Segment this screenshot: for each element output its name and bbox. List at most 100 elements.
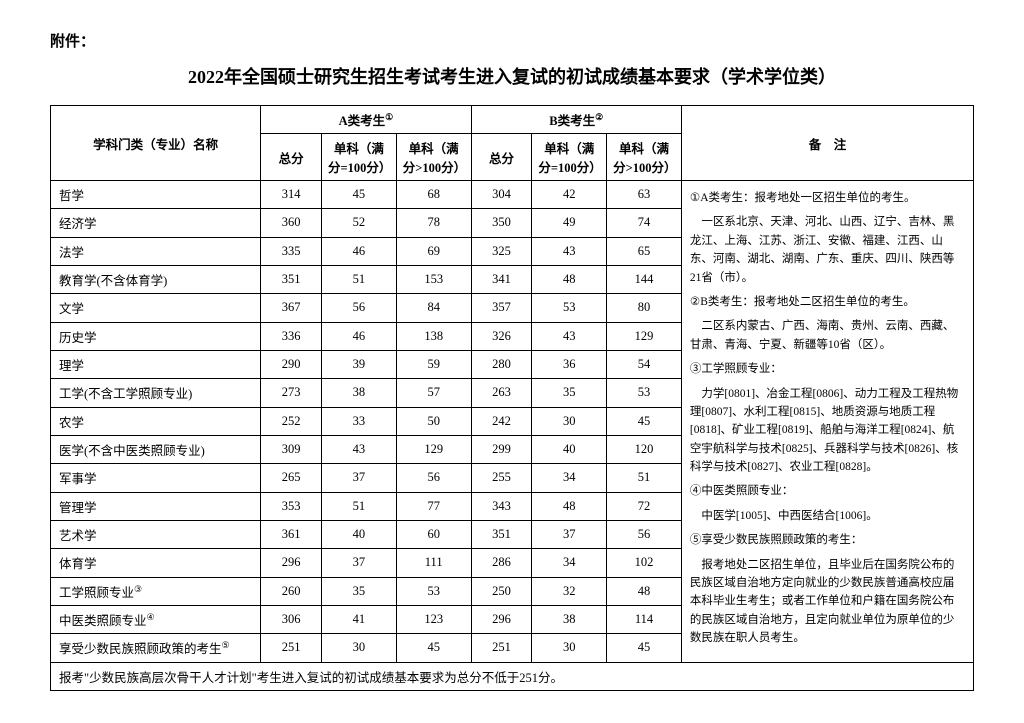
score-cell: 84 [396, 294, 471, 322]
header-a-sub2: 单科（满分>100分） [396, 134, 471, 181]
header-remark: 备 注 [681, 106, 973, 181]
score-cell: 51 [322, 265, 397, 293]
score-cell: 32 [532, 577, 607, 605]
subject-cell: 享受少数民族照顾政策的考生⑤ [51, 634, 261, 662]
header-group-a: A类考生① [261, 106, 471, 134]
score-cell: 325 [471, 237, 532, 265]
score-cell: 36 [532, 350, 607, 378]
remark-line: 中医学[1005]、中西医结合[1006]。 [690, 507, 965, 525]
score-cell: 48 [607, 577, 682, 605]
score-cell: 51 [322, 492, 397, 520]
subject-cell: 法学 [51, 237, 261, 265]
score-cell: 252 [261, 407, 322, 435]
score-cell: 53 [396, 577, 471, 605]
page-title: 2022年全国硕士研究生招生考试考生进入复试的初试成绩基本要求（学术学位类） [50, 63, 974, 89]
score-cell: 38 [322, 379, 397, 407]
score-cell: 242 [471, 407, 532, 435]
score-cell: 341 [471, 265, 532, 293]
subject-cell: 艺术学 [51, 520, 261, 548]
remark-line: ①A类考生：报考地处一区招生单位的考生。 [690, 189, 965, 207]
score-cell: 351 [261, 265, 322, 293]
remark-line: 二区系内蒙古、广西、海南、贵州、云南、西藏、甘肃、青海、宁夏、新疆等10省（区）… [690, 317, 965, 354]
score-cell: 56 [396, 464, 471, 492]
score-cell: 102 [607, 549, 682, 577]
score-cell: 37 [322, 549, 397, 577]
score-cell: 30 [322, 634, 397, 662]
score-cell: 56 [607, 520, 682, 548]
header-row-1: 学科门类（专业）名称 A类考生① B类考生② 备 注 [51, 106, 974, 134]
score-cell: 30 [532, 407, 607, 435]
header-b-sub2: 单科（满分>100分） [607, 134, 682, 181]
score-cell: 326 [471, 322, 532, 350]
remark-line: 一区系北京、天津、河北、山西、辽宁、吉林、黑龙江、上海、江苏、浙江、安徽、福建、… [690, 213, 965, 287]
header-a-total: 总分 [261, 134, 322, 181]
score-cell: 35 [532, 379, 607, 407]
score-cell: 63 [607, 181, 682, 209]
score-cell: 45 [322, 181, 397, 209]
score-cell: 351 [471, 520, 532, 548]
score-cell: 46 [322, 237, 397, 265]
score-cell: 336 [261, 322, 322, 350]
header-group-b: B类考生② [471, 106, 681, 134]
score-cell: 314 [261, 181, 322, 209]
score-cell: 144 [607, 265, 682, 293]
score-cell: 56 [322, 294, 397, 322]
subject-cell: 军事学 [51, 464, 261, 492]
subject-cell: 哲学 [51, 181, 261, 209]
score-cell: 48 [532, 492, 607, 520]
score-cell: 46 [322, 322, 397, 350]
score-cell: 43 [532, 322, 607, 350]
header-a-sub1: 单科（满分=100分） [322, 134, 397, 181]
score-cell: 41 [322, 605, 397, 633]
score-cell: 52 [322, 209, 397, 237]
score-cell: 273 [261, 379, 322, 407]
score-cell: 53 [607, 379, 682, 407]
score-cell: 360 [261, 209, 322, 237]
score-cell: 251 [471, 634, 532, 662]
score-cell: 260 [261, 577, 322, 605]
score-cell: 33 [322, 407, 397, 435]
score-cell: 43 [532, 237, 607, 265]
score-cell: 37 [532, 520, 607, 548]
score-cell: 45 [607, 634, 682, 662]
subject-cell: 中医类照顾专业④ [51, 605, 261, 633]
remark-cell: ①A类考生：报考地处一区招生单位的考生。 一区系北京、天津、河北、山西、辽宁、吉… [681, 181, 973, 663]
score-cell: 120 [607, 435, 682, 463]
score-cell: 335 [261, 237, 322, 265]
footer-note: 报考"少数民族高层次骨干人才计划"考生进入复试的初试成绩基本要求为总分不低于25… [51, 662, 974, 690]
score-cell: 111 [396, 549, 471, 577]
score-cell: 255 [471, 464, 532, 492]
table-row: 哲学31445683044263①A类考生：报考地处一区招生单位的考生。 一区系… [51, 181, 974, 209]
attachment-label: 附件： [50, 30, 974, 51]
score-cell: 353 [261, 492, 322, 520]
score-cell: 129 [607, 322, 682, 350]
score-cell: 250 [471, 577, 532, 605]
subject-cell: 经济学 [51, 209, 261, 237]
score-cell: 367 [261, 294, 322, 322]
score-cell: 129 [396, 435, 471, 463]
score-cell: 357 [471, 294, 532, 322]
score-cell: 34 [532, 464, 607, 492]
score-cell: 350 [471, 209, 532, 237]
subject-cell: 工学(不含工学照顾专业) [51, 379, 261, 407]
score-cell: 39 [322, 350, 397, 378]
score-cell: 74 [607, 209, 682, 237]
score-cell: 361 [261, 520, 322, 548]
score-cell: 60 [396, 520, 471, 548]
score-cell: 290 [261, 350, 322, 378]
subject-cell: 理学 [51, 350, 261, 378]
subject-cell: 历史学 [51, 322, 261, 350]
score-cell: 30 [532, 634, 607, 662]
score-cell: 40 [532, 435, 607, 463]
score-cell: 43 [322, 435, 397, 463]
subject-cell: 教育学(不含体育学) [51, 265, 261, 293]
score-cell: 57 [396, 379, 471, 407]
subject-cell: 管理学 [51, 492, 261, 520]
score-cell: 38 [532, 605, 607, 633]
remark-line: ③工学照顾专业： [690, 360, 965, 378]
score-cell: 280 [471, 350, 532, 378]
remark-line: ②B类考生：报考地处二区招生单位的考生。 [690, 293, 965, 311]
score-cell: 48 [532, 265, 607, 293]
score-cell: 306 [261, 605, 322, 633]
remark-line: 力学[0801]、冶金工程[0806]、动力工程及工程热物理[0807]、水利工… [690, 385, 965, 477]
